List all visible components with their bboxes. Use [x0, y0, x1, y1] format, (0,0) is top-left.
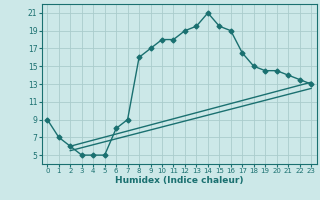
- X-axis label: Humidex (Indice chaleur): Humidex (Indice chaleur): [115, 176, 244, 185]
